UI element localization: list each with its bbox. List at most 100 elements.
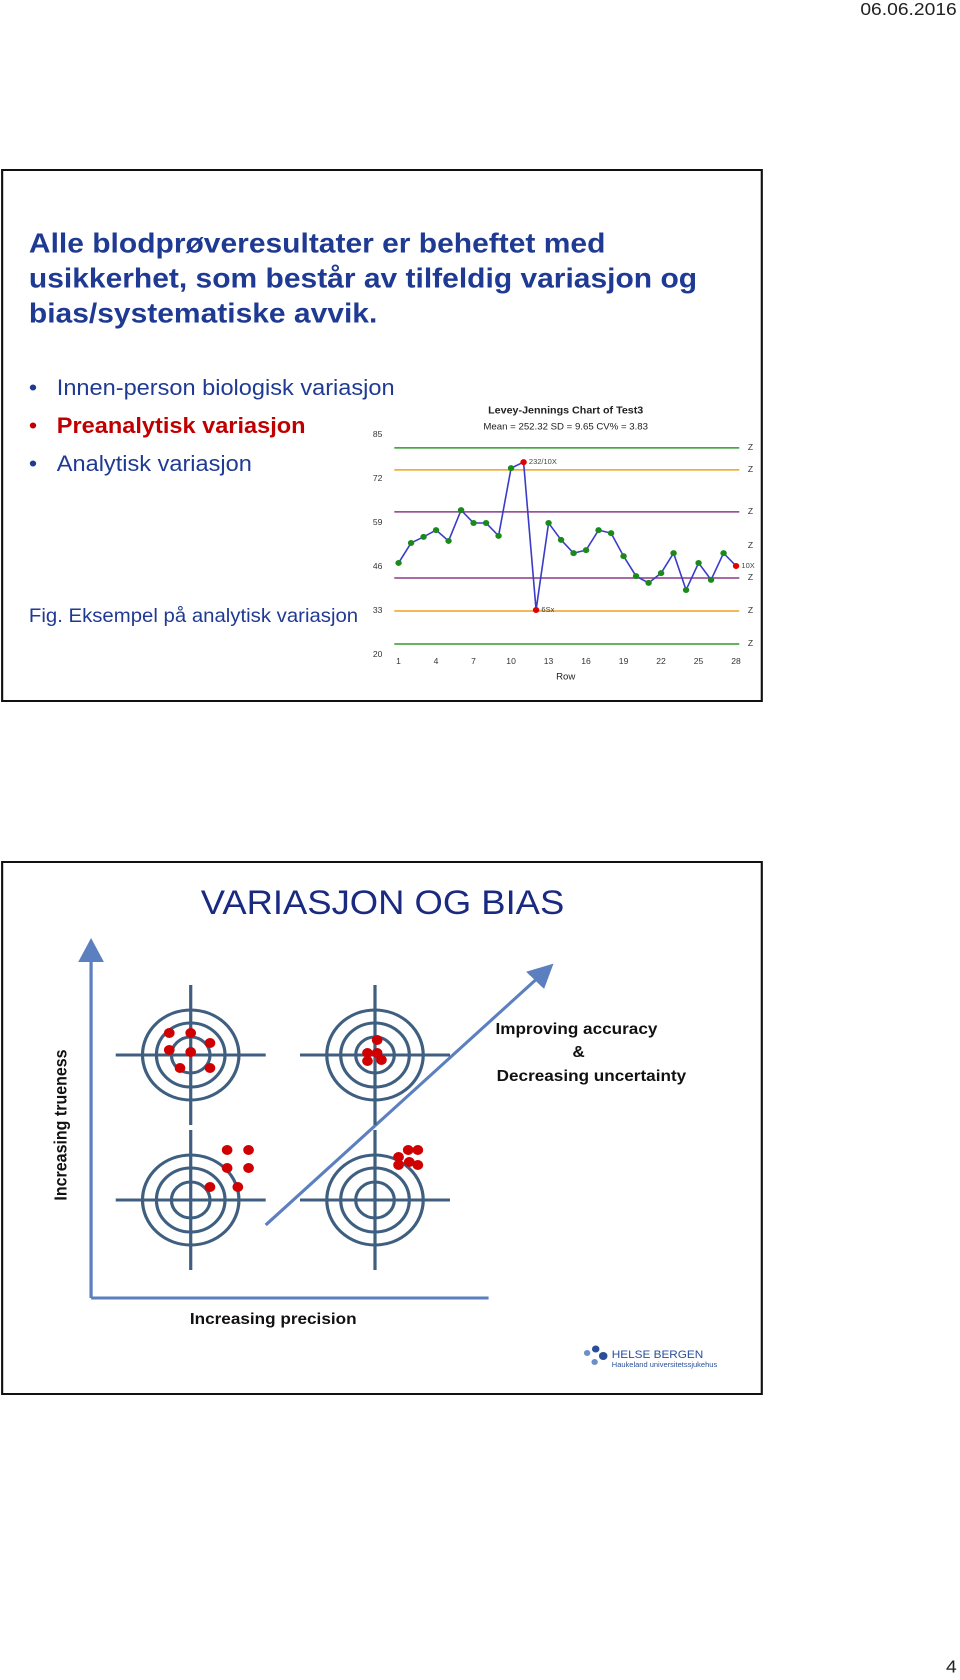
data-point (457, 507, 465, 514)
data-point (607, 530, 615, 537)
data-point (707, 576, 715, 583)
data-point (570, 550, 577, 557)
bullet: Preanalytisk variasjon (57, 413, 306, 438)
bullet: Innen-person biologisk variasjon (57, 375, 395, 400)
x-label: Increasing precision (190, 1310, 357, 1328)
diagonal-arrow (264, 963, 554, 1227)
data-point (657, 570, 665, 577)
targets (115, 985, 450, 1270)
logo-name: HELSE BERGEN (612, 1349, 704, 1361)
shot (403, 1157, 415, 1167)
x-tick-label: 28 (731, 656, 741, 666)
data-point (595, 527, 602, 534)
data-point (582, 547, 590, 554)
right-label: Z (748, 464, 753, 474)
chart-subtitle: Mean = 252.32 SD = 9.65 CV% = 3.83 (483, 422, 648, 432)
x-tick-label: 4 (434, 656, 439, 666)
x-tick-label: 22 (656, 656, 666, 666)
right-label: Z (748, 506, 753, 516)
shot (412, 1160, 424, 1170)
shot (163, 1045, 175, 1055)
data-point (720, 550, 727, 557)
title-line: bias/systematiske avvik. (29, 298, 377, 329)
shot (362, 1048, 373, 1058)
slide-frame (1, 169, 763, 702)
logo: HELSE BERGEN Haukeland universitetssjuke… (583, 1345, 718, 1369)
shot (232, 1182, 244, 1192)
point-annotation: 6Sx (541, 605, 554, 614)
y-tick-label: 85 (373, 429, 383, 439)
shot (174, 1063, 186, 1073)
data-point (507, 465, 515, 472)
shot (221, 1145, 233, 1155)
data-point (557, 536, 565, 543)
levey-jennings-chart: Levey-Jennings Chart of Test3 Mean = 252… (373, 406, 755, 681)
data-point (432, 527, 440, 534)
logo-sub: Haukeland universitetssjukehus (612, 1360, 718, 1369)
data-point (545, 520, 552, 526)
bullet-list: • Innen-person biologisk variasjon • Pre… (29, 375, 395, 476)
data-point (395, 559, 402, 566)
bullet-dot: • (29, 375, 37, 400)
right-label: Z (748, 540, 753, 550)
y-tick-label: 59 (373, 517, 383, 527)
right-label: Z (748, 442, 753, 452)
x-tick-label: 10 (506, 656, 516, 666)
data-point (470, 520, 477, 526)
right-label: Z (748, 605, 753, 615)
shot (185, 1047, 197, 1057)
x-tick-label: 25 (694, 656, 704, 666)
data-point (482, 520, 490, 526)
page-number: 4 (946, 1656, 957, 1676)
title-line: usikkerhet, som består av tilfeldig vari… (29, 263, 697, 294)
shot (393, 1152, 404, 1162)
right-label: Z (748, 572, 753, 582)
right-label: Z (748, 638, 753, 648)
shot (204, 1182, 216, 1192)
point-annotation: 232/10X (529, 457, 557, 466)
shot (362, 1056, 373, 1066)
bullet-dot: • (29, 451, 37, 476)
shot (412, 1145, 424, 1155)
y-tick-label: 33 (373, 605, 383, 615)
x-tick-label: 19 (619, 656, 629, 666)
data-point (670, 550, 677, 557)
shot (402, 1145, 414, 1155)
data-point (520, 459, 527, 466)
shot (243, 1145, 254, 1155)
shot (371, 1035, 383, 1045)
diagram-axes (78, 938, 554, 1300)
slide2-title: VARIASJON OG BIAS (201, 884, 565, 922)
data-point (632, 573, 640, 580)
arrow-text: Decreasing uncertainty (497, 1067, 687, 1085)
shot (376, 1055, 387, 1065)
caption: Fig. Eksempel på analytisk variasjon (29, 606, 358, 627)
data-point (495, 532, 502, 539)
slide1-title: Alle blodprøveresultater er beheftet med… (29, 228, 697, 329)
shot (221, 1163, 233, 1173)
shot (204, 1038, 216, 1048)
data-point (620, 553, 627, 560)
slide-frame (1, 861, 763, 1395)
data-point (645, 579, 652, 586)
y-label: Increasing trueness (51, 1049, 71, 1200)
shot (163, 1028, 175, 1038)
data-point (682, 587, 690, 594)
bullet-dot: • (29, 413, 37, 438)
bullet: Analytisk variasjon (57, 451, 252, 476)
x-axis-label: Row (556, 672, 576, 682)
point-annotation: 10X (741, 561, 755, 570)
data-point (695, 559, 702, 566)
date: 06.06.2016 (860, 0, 956, 19)
x-tick-label: 7 (471, 656, 476, 666)
chart-title: Levey-Jennings Chart of Test3 (488, 406, 643, 417)
data-point (407, 539, 415, 546)
data-point (445, 537, 452, 544)
shot (243, 1163, 254, 1173)
data-point (532, 606, 540, 613)
shot (185, 1028, 197, 1038)
y-tick-label: 46 (373, 561, 383, 571)
data-point (732, 562, 740, 569)
